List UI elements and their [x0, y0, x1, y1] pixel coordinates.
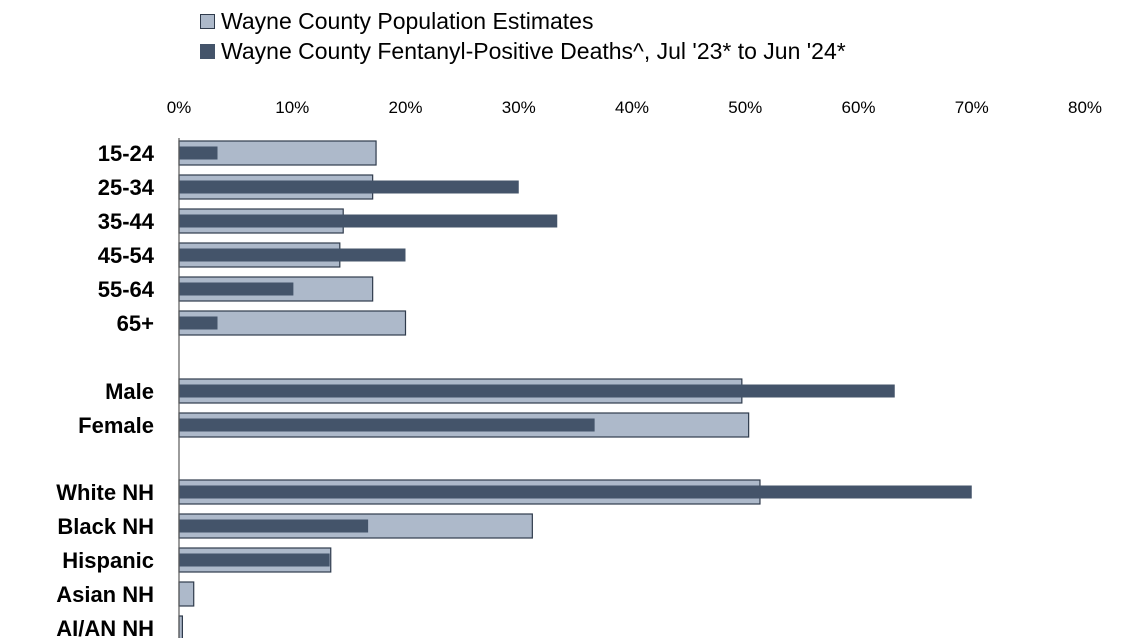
category-label-black-nh: Black NH: [57, 514, 154, 539]
category-label-male: Male: [105, 379, 154, 404]
category-label-female: Female: [78, 413, 154, 438]
legend-item-deaths: Wayne County Fentanyl-Positive Deaths^, …: [200, 36, 846, 66]
legend-label-population: Wayne County Population Estimates: [221, 8, 594, 34]
bar-deaths-male: [179, 384, 895, 398]
category-label-ai-an-nh: AI/AN NH: [56, 616, 154, 638]
bar-population-asian-nh: [178, 581, 195, 607]
x-tick-label: 40%: [615, 98, 649, 117]
category-label-45-54: 45-54: [98, 243, 155, 268]
bar-deaths-35-44: [179, 214, 558, 228]
category-label-white-nh: White NH: [56, 480, 154, 505]
category-label-15-24: 15-24: [98, 141, 155, 166]
x-tick-label: 20%: [388, 98, 422, 117]
category-label-55-64: 55-64: [98, 277, 155, 302]
category-label-65: 65+: [117, 311, 154, 336]
x-tick-label: 0%: [167, 98, 192, 117]
legend-label-deaths: Wayne County Fentanyl-Positive Deaths^, …: [221, 38, 846, 64]
bar-deaths-black-nh: [179, 519, 369, 533]
chart-legend: Wayne County Population Estimates Wayne …: [200, 6, 846, 66]
bar-deaths-white-nh: [179, 485, 972, 499]
x-tick-label: 70%: [955, 98, 989, 117]
bar-deaths-55-64: [179, 282, 294, 296]
category-label-25-34: 25-34: [98, 175, 155, 200]
x-tick-label: 50%: [728, 98, 762, 117]
bar-population-female: [178, 412, 750, 438]
bar-deaths-15-24: [179, 146, 218, 160]
x-tick-label: 80%: [1068, 98, 1102, 117]
legend-swatch-population: [200, 13, 215, 29]
legend-swatch-deaths: [200, 43, 215, 59]
bar-deaths-45-54: [179, 248, 406, 262]
bar-deaths-hispanic: [179, 553, 330, 567]
x-tick-label: 60%: [841, 98, 875, 117]
category-label-35-44: 35-44: [98, 209, 155, 234]
bar-deaths-25-34: [179, 180, 519, 194]
bar-deaths-65: [179, 316, 218, 330]
x-tick-label: 10%: [275, 98, 309, 117]
legend-item-population: Wayne County Population Estimates: [200, 6, 846, 36]
category-label-asian-nh: Asian NH: [56, 582, 154, 607]
x-tick-label: 30%: [502, 98, 536, 117]
bar-deaths-female: [179, 418, 595, 432]
category-label-hispanic: Hispanic: [62, 548, 154, 573]
